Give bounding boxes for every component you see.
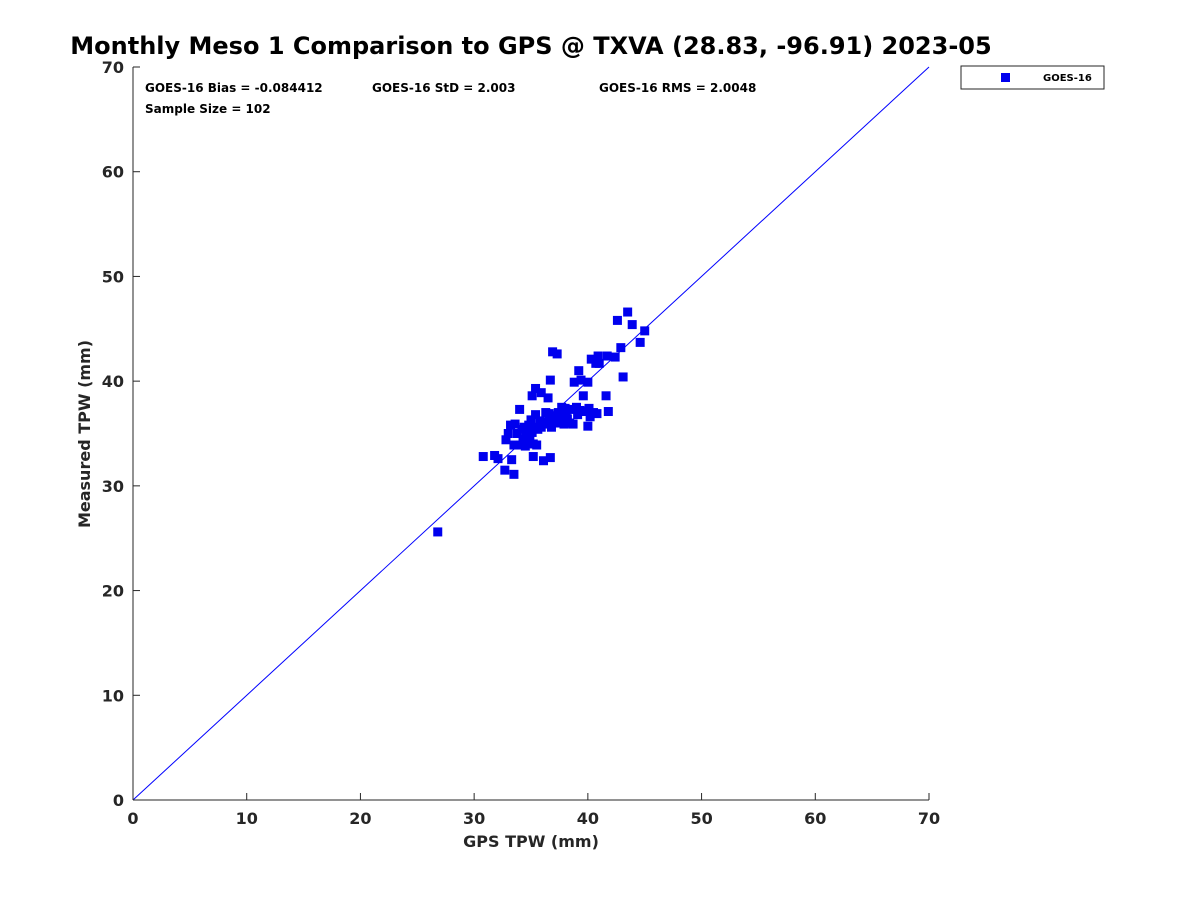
- data-point: [618, 372, 628, 382]
- data-point: [531, 383, 541, 393]
- x-tick-label: 50: [690, 809, 712, 828]
- x-tick-label: 30: [463, 809, 485, 828]
- data-point: [532, 440, 542, 450]
- data-point: [601, 391, 611, 401]
- data-point: [575, 405, 585, 415]
- data-point: [623, 307, 633, 317]
- data-point: [568, 419, 578, 429]
- data-point: [503, 429, 513, 438]
- x-tick-label: 10: [236, 809, 258, 828]
- y-tick-label: 20: [102, 582, 124, 601]
- data-point: [509, 469, 519, 479]
- data-point: [578, 391, 588, 401]
- y-axis-ticks: 0 10 20 30 40 50 60 70: [102, 58, 140, 810]
- data-point: [586, 354, 596, 364]
- plot-frame: [132, 67, 929, 801]
- data-point: [526, 415, 536, 425]
- y-tick-label: 70: [102, 58, 124, 77]
- data-point: [528, 452, 538, 462]
- data-point: [640, 326, 650, 336]
- data-point: [559, 419, 569, 429]
- x-axis-label: GPS TPW (mm): [463, 832, 599, 851]
- data-point: [524, 420, 534, 430]
- data-point: [543, 393, 553, 403]
- data-point: [553, 408, 563, 418]
- stat-rms: GOES-16 RMS = 2.0048: [599, 81, 756, 95]
- data-point: [478, 452, 488, 462]
- legend-marker: [1001, 73, 1010, 82]
- data-point: [542, 417, 552, 427]
- data-point: [433, 527, 443, 537]
- data-point: [583, 377, 593, 387]
- stat-bias: GOES-16 Bias = -0.084412: [145, 81, 323, 95]
- chart-title: Monthly Meso 1 Comparison to GPS @ TXVA …: [70, 32, 991, 60]
- y-tick-label: 0: [113, 791, 124, 810]
- data-point: [635, 337, 645, 347]
- x-axis-ticks: 0 10 20 30 40 50 60 70: [127, 793, 940, 828]
- data-point: [616, 343, 626, 353]
- data-point: [523, 437, 533, 447]
- data-point: [512, 429, 522, 438]
- data-point: [549, 417, 559, 427]
- data-point: [593, 351, 603, 361]
- data-point: [592, 409, 602, 419]
- data-point: [518, 434, 528, 444]
- x-tick-label: 40: [577, 809, 599, 828]
- data-point: [552, 349, 562, 359]
- legend: GOES-16: [960, 65, 1105, 90]
- x-tick-label: 60: [804, 809, 826, 828]
- data-point: [535, 416, 545, 426]
- data-point: [536, 388, 546, 398]
- data-point: [594, 358, 604, 368]
- x-tick-label: 20: [349, 809, 371, 828]
- data-point: [510, 419, 520, 429]
- data-point: [627, 320, 637, 330]
- data-point: [560, 403, 570, 413]
- legend-entry: GOES-16: [1043, 73, 1092, 84]
- y-tick-label: 10: [102, 686, 124, 705]
- y-tick-label: 60: [102, 163, 124, 182]
- data-point: [612, 315, 622, 325]
- data-point: [493, 454, 503, 464]
- data-point: [527, 427, 537, 437]
- data-point: [583, 421, 593, 431]
- data-point: [602, 351, 612, 361]
- legend-box: [960, 65, 1105, 90]
- data-point: [544, 409, 554, 419]
- data-point: [506, 420, 516, 430]
- data-point: [531, 410, 541, 420]
- data-point: [566, 404, 576, 414]
- y-tick-label: 40: [102, 372, 124, 391]
- data-point: [561, 409, 571, 419]
- data-point: [500, 465, 510, 475]
- data-point: [548, 347, 558, 357]
- y-tick-label: 50: [102, 267, 124, 286]
- data-point: [527, 391, 537, 401]
- data-point: [584, 403, 594, 413]
- data-point: [576, 375, 586, 385]
- data-point: [539, 456, 549, 466]
- data-point: [546, 422, 556, 432]
- data-point: [516, 440, 526, 450]
- stat-std: GOES-16 StD = 2.003: [372, 81, 515, 95]
- data-point: [545, 375, 555, 385]
- data-point: [509, 440, 519, 450]
- stat-sample-size: Sample Size = 102: [145, 102, 271, 116]
- data-point: [569, 377, 579, 387]
- data-point: [507, 455, 517, 465]
- y-tick-label: 30: [102, 477, 124, 496]
- data-point: [574, 366, 584, 376]
- x-tick-label: 70: [918, 809, 940, 828]
- data-point: [610, 352, 620, 362]
- data-points: [433, 307, 650, 537]
- data-point: [501, 435, 511, 445]
- data-point: [515, 404, 525, 414]
- data-point: [603, 407, 613, 417]
- y-axis-label: Measured TPW (mm): [75, 340, 94, 528]
- x-tick-label: 0: [127, 809, 138, 828]
- data-point: [545, 453, 555, 463]
- data-point: [519, 422, 529, 432]
